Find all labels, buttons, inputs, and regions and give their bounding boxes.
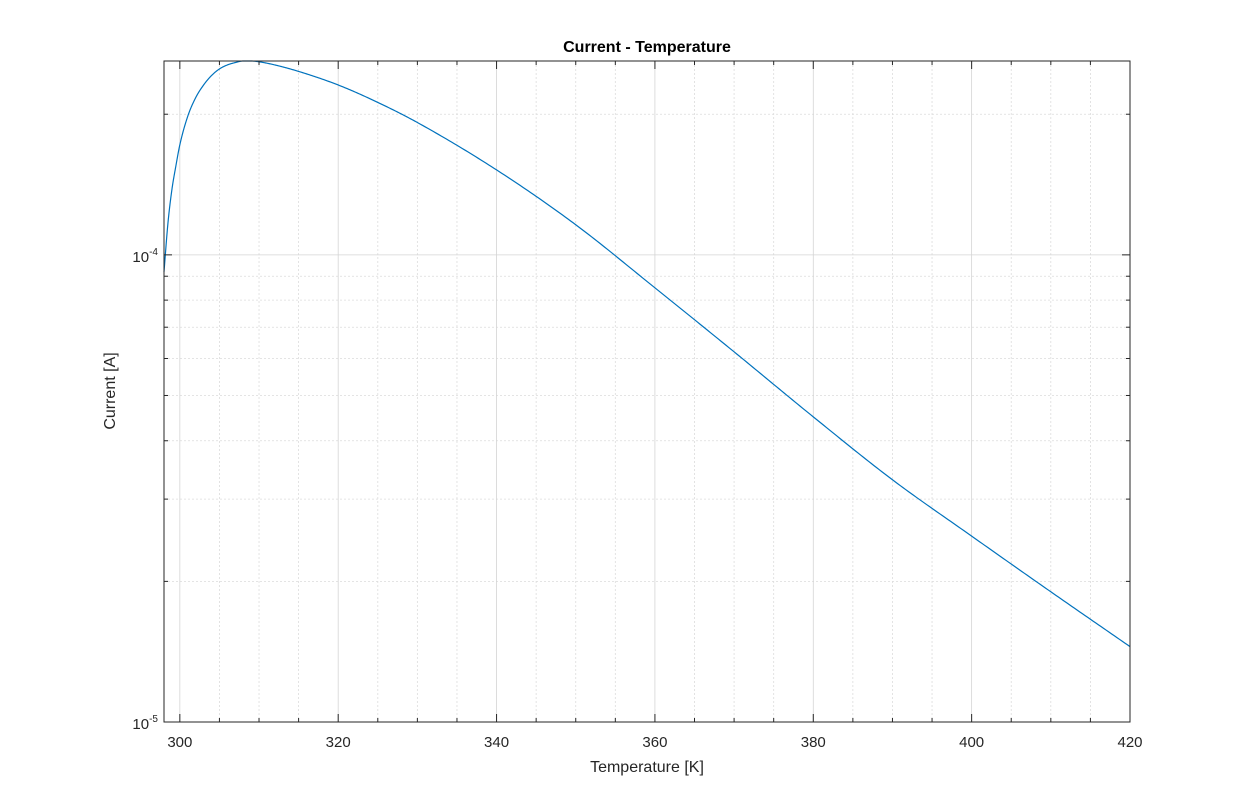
- chart-title: Current - Temperature: [563, 39, 731, 56]
- x-tick-label: 320: [326, 734, 351, 751]
- x-tick-label: 360: [642, 734, 667, 751]
- x-tick-label: 380: [801, 734, 826, 751]
- x-axis-label: Temperature [K]: [590, 759, 704, 776]
- plot-box: [163, 60, 1131, 723]
- plot-area: [164, 61, 1130, 722]
- tick-marks: [164, 61, 1131, 723]
- x-tick-label: 400: [959, 734, 984, 751]
- x-tick-label: 420: [1117, 734, 1142, 751]
- x-tick-label: 340: [484, 734, 509, 751]
- y-tick-label: 10-5: [132, 714, 158, 733]
- x-tick-label: 300: [167, 734, 192, 751]
- x-tick-labels: 300 320 340 360 380 400 420: [167, 734, 1142, 751]
- minor-grid: [164, 61, 1130, 722]
- y-tick-label: 10-4: [132, 247, 158, 266]
- y-tick-labels: 10-5 10-4: [132, 247, 158, 733]
- y-axis-label: Current [A]: [102, 352, 119, 429]
